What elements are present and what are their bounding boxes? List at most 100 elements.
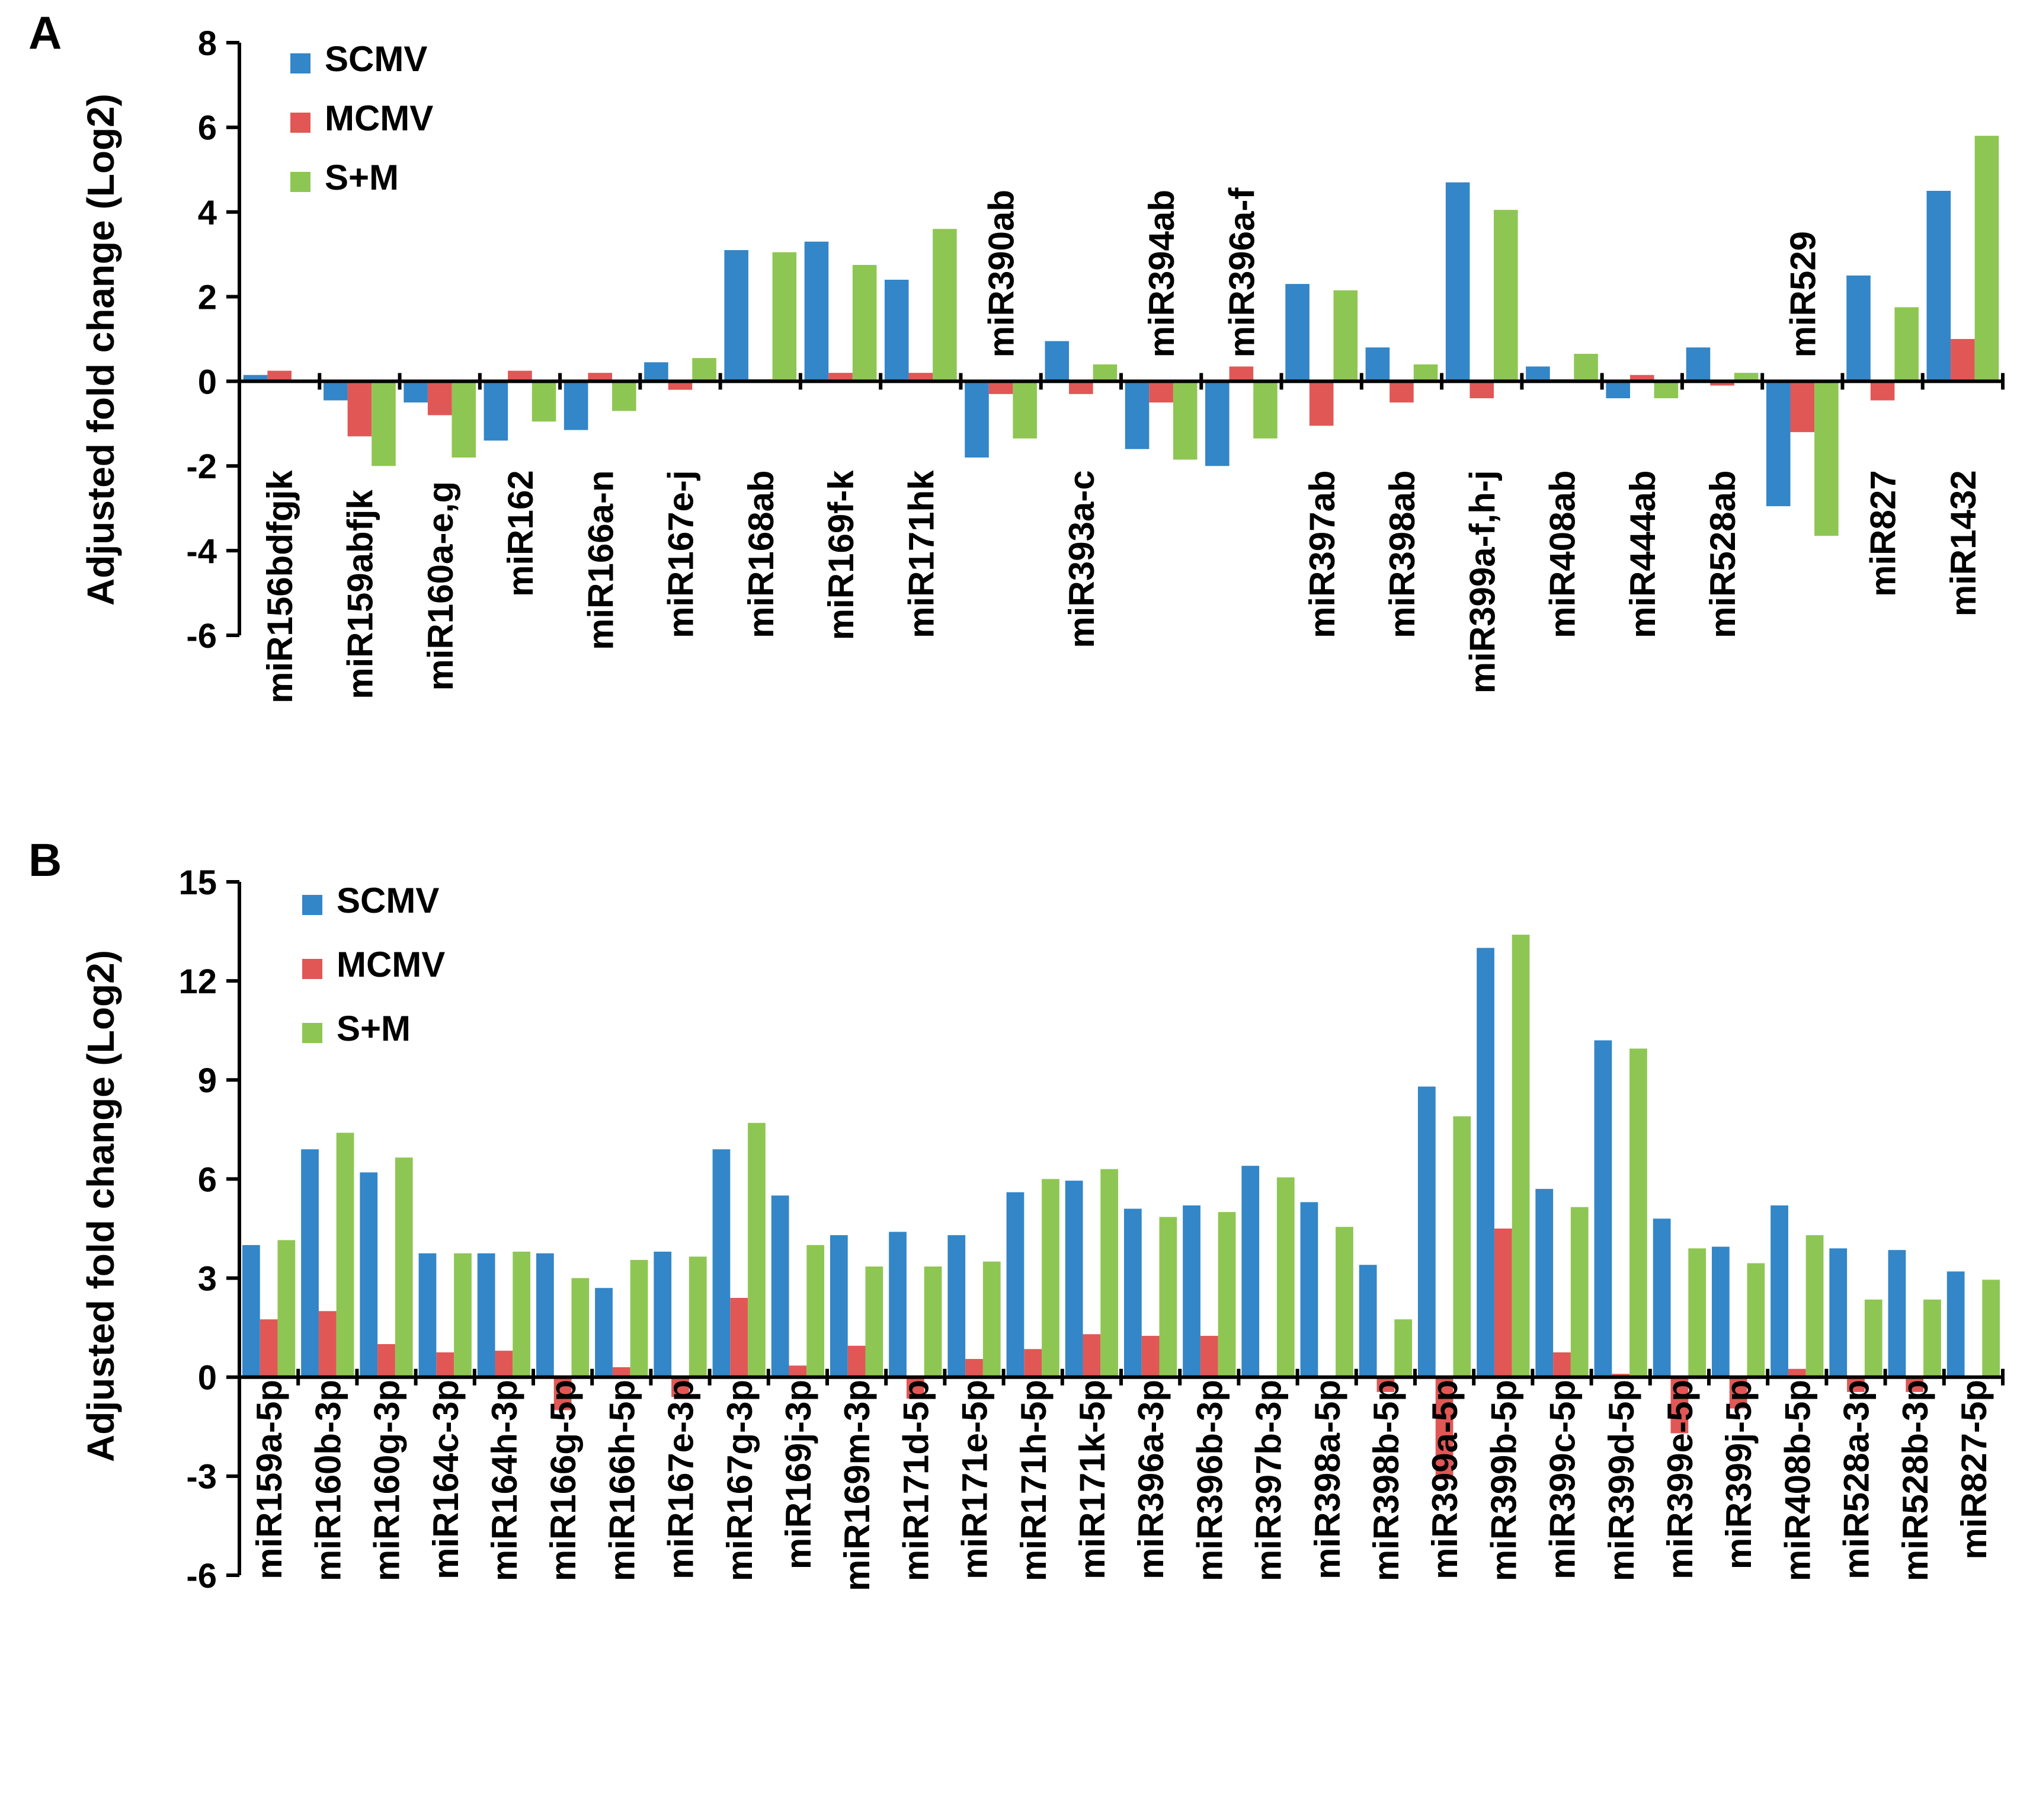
bar-mcmv-miR160g-3p xyxy=(377,1344,395,1377)
panel-b-category-labels: miR159a-5p miR160b-3p miR160g-3p miR164c-3p… xyxy=(249,1380,1994,1591)
category-label-miR160g-3p: miR160g-3p xyxy=(367,1380,407,1581)
bar-sm-miR160a-e,g xyxy=(452,381,476,458)
category-label-miR166g-5p: miR166g-5p xyxy=(543,1380,583,1581)
y-tick-label: 8 xyxy=(198,24,217,63)
bar-scmv-miR166a-n xyxy=(564,381,588,430)
category-label-miR528ab: miR528ab xyxy=(1703,470,1743,638)
bar-scmv-miR396a-f xyxy=(1205,381,1230,466)
bar-sm-miR398ab xyxy=(1413,364,1438,382)
category-label-miR399a-5p: miR399a-5p xyxy=(1425,1380,1465,1579)
category-label-miR408ab: miR408ab xyxy=(1543,470,1583,638)
panel-a-bars xyxy=(243,136,1999,536)
bar-sm-miR399a-f,h-j xyxy=(1494,210,1518,382)
category-label-miR171hk: miR171hk xyxy=(901,470,941,638)
bar-scmv-miR398ab xyxy=(1365,347,1390,382)
category-label-miR167g-3p: miR167g-3p xyxy=(720,1380,760,1581)
bar-mcmv-miR171e-5p xyxy=(965,1359,983,1377)
bar-mcmv-miR398ab xyxy=(1390,381,1414,403)
bar-mcmv-miR529 xyxy=(1790,381,1815,433)
category-label-miR827: miR827 xyxy=(1864,470,1903,596)
category-label-miR159a-5p: miR159a-5p xyxy=(249,1380,289,1579)
bar-mcmv-miR171hk xyxy=(908,373,933,382)
bar-sm-miR1432 xyxy=(1974,136,1999,382)
panel-a-chart: A Adjusted fold change (Log2) -6 -4 -2 0 2 4 6… xyxy=(28,7,2005,703)
bar-mcmv-miR396b-3p xyxy=(1200,1336,1218,1377)
bar-mcmv-miR827 xyxy=(1870,381,1895,401)
bar-scmv-miR167g-3p xyxy=(712,1149,731,1377)
bar-scmv-miR167e-3p xyxy=(654,1252,672,1377)
y-tick-label: 15 xyxy=(178,863,217,902)
bar-sm-miR398a-5p xyxy=(1336,1227,1353,1377)
category-label-miR160a-e,g: miR160a-e,g xyxy=(421,481,460,691)
category-label-miR164c-3p: miR164c-3p xyxy=(426,1380,466,1579)
bar-sm-miR171d-5p xyxy=(924,1266,942,1377)
y-tick-label: -6 xyxy=(186,617,217,655)
category-label-miR168ab: miR168ab xyxy=(741,470,781,638)
bar-sm-miR166g-5p xyxy=(571,1278,590,1377)
bar-mcmv-miR399a-5p xyxy=(1435,1377,1453,1480)
bar-sm-miR399e-5p xyxy=(1688,1248,1707,1377)
bar-sm-miR396a-3p xyxy=(1159,1217,1177,1377)
panel-b-axes xyxy=(238,882,2005,1575)
bar-sm-miR167e-j xyxy=(692,358,716,382)
category-label-miR399d-5p: miR399d-5p xyxy=(1602,1380,1641,1581)
bar-scmv-miR171e-5p xyxy=(947,1235,966,1377)
bar-mcmv-miR396a-3p xyxy=(1141,1336,1160,1377)
category-label-miR171k-5p: miR171k-5p xyxy=(1072,1380,1112,1579)
panel-a-legend: SCMV MCMV S+M xyxy=(290,39,433,197)
y-tick-label: -2 xyxy=(186,447,217,486)
bar-scmv-miR1432 xyxy=(1926,191,1951,382)
category-label-miR393a-c: miR393a-c xyxy=(1062,470,1102,648)
bar-sm-miR396a-f xyxy=(1253,381,1278,439)
bar-sm-miR444ab xyxy=(1654,381,1679,398)
category-label-miR397b-3p: miR397b-3p xyxy=(1249,1380,1289,1581)
category-label-miR166a-n: miR166a-n xyxy=(581,470,620,650)
y-tick-label: 6 xyxy=(198,1160,217,1199)
bar-scmv-miR160b-3p xyxy=(301,1149,319,1377)
bar-mcmv-miR169m-3p xyxy=(847,1345,866,1377)
bar-mcmv-miR528ab xyxy=(1710,381,1734,386)
bar-sm-miR393a-c xyxy=(1093,364,1118,382)
category-label-miR171e-5p: miR171e-5p xyxy=(955,1380,995,1579)
legend-label-mcmv: MCMV xyxy=(337,945,445,984)
bar-mcmv-miR166a-n xyxy=(588,373,613,382)
bar-scmv-miR528a-3p xyxy=(1829,1248,1848,1377)
bar-scmv-miR168ab xyxy=(724,250,748,382)
category-label-miR528a-3p: miR528a-3p xyxy=(1837,1380,1877,1579)
bar-mcmv-miR169j-3p xyxy=(789,1365,807,1377)
category-label-miR167e-3p: miR167e-3p xyxy=(661,1380,701,1579)
category-label-miR159abfjk: miR159abfjk xyxy=(341,490,380,699)
category-label-miR164h-3p: miR164h-3p xyxy=(485,1380,524,1581)
bar-scmv-miR160g-3p xyxy=(360,1172,378,1377)
bar-scmv-miR159abfjk xyxy=(324,381,348,401)
bar-mcmv-miR166g-5p xyxy=(553,1377,572,1410)
category-label-miR397ab: miR397ab xyxy=(1302,470,1342,638)
legend-swatch-mcmv xyxy=(302,959,322,979)
legend-label-scmv: SCMV xyxy=(337,881,439,920)
category-label-miR162: miR162 xyxy=(501,470,540,596)
y-tick-label: 2 xyxy=(198,278,217,316)
bar-sm-miR160g-3p xyxy=(395,1157,413,1377)
category-label-miR398a-5p: miR398a-5p xyxy=(1308,1380,1347,1579)
y-tick-label: -4 xyxy=(186,532,217,571)
legend-label-sm: S+M xyxy=(325,158,399,197)
bar-sm-miR394ab xyxy=(1173,381,1198,460)
bar-sm-miR162 xyxy=(532,381,556,422)
bar-mcmv-miR399e-5p xyxy=(1670,1377,1689,1434)
bar-scmv-miR399a-f,h-j xyxy=(1445,182,1470,382)
category-label-miR399b-5p: miR399b-5p xyxy=(1484,1380,1523,1581)
bar-mcmv-miR169f-k xyxy=(828,373,853,382)
category-label-miR396a-3p: miR396a-3p xyxy=(1131,1380,1171,1579)
bar-scmv-miR528ab xyxy=(1686,347,1711,382)
bar-sm-miR408b-5p xyxy=(1805,1235,1824,1377)
panel-b-y-ticks: -6 -3 0 3 6 9 12 15 xyxy=(178,863,239,1595)
y-tick-label: 12 xyxy=(178,962,217,1001)
panel-a-category-labels: miR156bdfgjk miR159abfjk miR160a-e,g miR162… xyxy=(260,187,1983,703)
y-tick-label: 4 xyxy=(198,194,217,232)
bar-scmv-miR398b-5p xyxy=(1359,1265,1377,1377)
category-label-miR169m-3p: miR169m-3p xyxy=(837,1380,877,1591)
category-label-miR399e-5p: miR399e-5p xyxy=(1660,1380,1700,1579)
bar-sm-miR171hk xyxy=(933,229,957,382)
bar-mcmv-miR444ab xyxy=(1629,375,1654,382)
bar-sm-miR169f-k xyxy=(852,265,877,382)
